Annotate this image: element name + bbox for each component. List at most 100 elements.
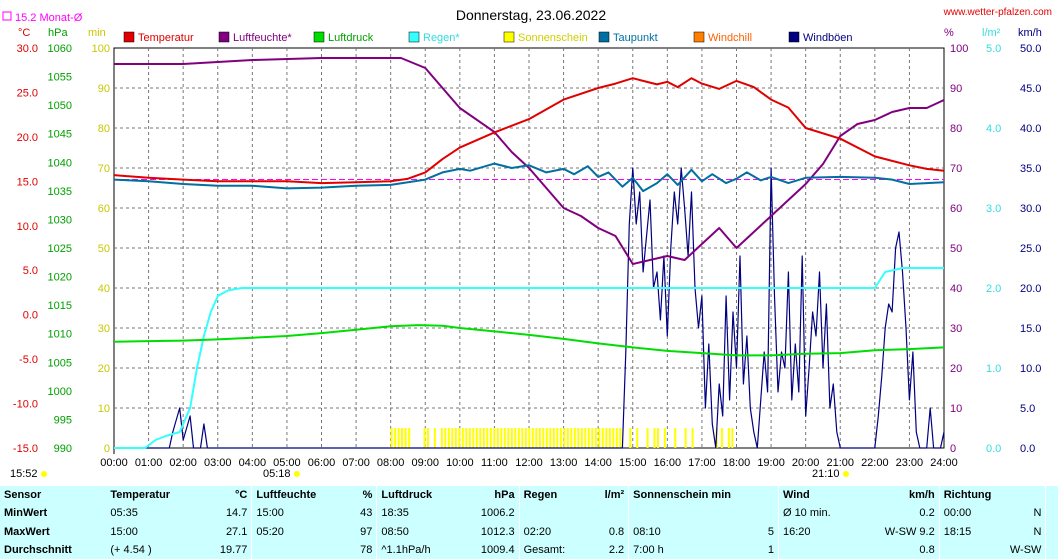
legend-label: Luftdruck xyxy=(328,32,374,44)
x-tick-label: 24:00 xyxy=(930,457,958,469)
pressure-tick-label: 1000 xyxy=(48,386,72,398)
month-avg-marker xyxy=(2,11,12,21)
sun-value: 5 xyxy=(737,522,779,541)
legend-label: Windchill xyxy=(708,32,752,44)
dir-time xyxy=(939,541,990,559)
sunshine-bar xyxy=(451,428,454,448)
wind-tick-label: 25.0 xyxy=(1020,243,1041,255)
wind-tick-label: 15.0 xyxy=(1020,323,1041,335)
sunshine-bar xyxy=(397,428,400,448)
hdr-temp-unit: °C xyxy=(201,486,253,505)
hum-time xyxy=(252,541,348,559)
hum-value: 43 xyxy=(347,504,378,523)
legend-swatch xyxy=(123,31,135,43)
hdr-sun: Sonnenschein min xyxy=(628,486,779,505)
temp-tick-label: 25.0 xyxy=(17,87,38,99)
hdr-temp: Temperatur xyxy=(110,489,171,502)
x-tick-label: 07:00 xyxy=(342,457,370,469)
rain-unit: l/m² xyxy=(982,27,1001,39)
minutes-tick-label: 10 xyxy=(98,403,110,415)
row-label: Durchschnitt xyxy=(4,543,72,556)
sunshine-bar xyxy=(510,428,513,448)
x-tick-label: 17:00 xyxy=(688,457,716,469)
pressure-line xyxy=(113,324,945,357)
minutes-tick-label: 70 xyxy=(98,163,110,175)
sunset-time: 21:10 xyxy=(812,468,840,480)
rain-line xyxy=(114,267,944,449)
wind-tick-label: 45.0 xyxy=(1020,83,1041,95)
temp-tick-label: -15.0 xyxy=(13,443,38,455)
pressure-tick-label: 1030 xyxy=(48,214,72,226)
rain-value xyxy=(589,504,630,523)
minutes-tick-label: 20 xyxy=(98,363,110,375)
x-tick-label: 18:00 xyxy=(723,457,751,469)
legend: Temperatur Luftfeuchte* Luftdruck Regen* Son… xyxy=(123,31,853,44)
sunshine-bar xyxy=(486,428,489,448)
hum-time: 05:20 xyxy=(256,525,284,538)
sun-time: 7:00 h xyxy=(633,543,664,556)
legend-label: Regen* xyxy=(423,32,460,44)
sunshine-bar xyxy=(566,428,569,448)
wind-time xyxy=(778,541,857,559)
x-tick-label: 03:00 xyxy=(204,457,232,469)
x-tick-label: 15:00 xyxy=(619,457,647,469)
wind-tick-label: 20.0 xyxy=(1020,283,1041,295)
sunshine-bar xyxy=(454,428,457,448)
legend-swatch xyxy=(693,31,705,43)
minutes-tick-label: 50 xyxy=(98,243,110,255)
hdr-hum-unit: % xyxy=(347,486,378,505)
x-tick-label: 19:00 xyxy=(757,457,785,469)
legend-swatch xyxy=(598,31,610,43)
wind-tick-label: 10.0 xyxy=(1020,363,1041,375)
x-tick-label: 00:00 xyxy=(100,457,128,469)
minutes-tick-label: 80 xyxy=(98,123,110,135)
sunshine-bar xyxy=(444,428,447,448)
site-link[interactable]: www.wetter-pfalzen.com xyxy=(943,7,1052,18)
temp-unit: °C xyxy=(18,27,30,39)
sunshine-bar xyxy=(580,428,583,448)
sunshine-bar xyxy=(517,428,520,448)
hdr-dir: Richtung xyxy=(939,486,1047,505)
legend-label: Windböen xyxy=(803,32,853,44)
sunshine-bar xyxy=(440,428,443,448)
minutes-unit: min xyxy=(88,27,106,39)
pressure-tick-label: 1045 xyxy=(48,129,72,141)
sun-value: 1 xyxy=(737,540,779,559)
rain-tick-label: 5.0 xyxy=(986,43,1001,55)
sun-value xyxy=(737,504,779,523)
dir-time: 18:15 xyxy=(943,525,972,538)
sunshine-bar xyxy=(573,428,576,448)
pressure-tick-label: 1055 xyxy=(48,72,72,84)
sunshine-bar xyxy=(458,428,461,448)
humidity-tick-label: 100 xyxy=(950,43,968,55)
wind-value: W-SW 9.2 xyxy=(857,522,940,541)
x-tick-label: 13:00 xyxy=(550,457,578,469)
wind-tick-label: 0.0 xyxy=(1020,443,1035,455)
plot-area xyxy=(113,57,945,449)
sunshine-bar xyxy=(657,428,659,448)
humidity-unit: % xyxy=(944,27,954,39)
sun-icon xyxy=(41,471,47,477)
temp-tick-label: 5.0 xyxy=(23,265,38,277)
pressure-tick-label: 1020 xyxy=(48,272,72,284)
sunshine-bar xyxy=(594,428,597,448)
press-time: ^1.1hPa/h xyxy=(381,543,431,556)
sunshine-bar xyxy=(552,428,555,448)
sunshine-bar xyxy=(461,428,464,448)
pressure-tick-label: 1010 xyxy=(48,329,72,341)
sun-time xyxy=(629,504,738,522)
sunshine-bar xyxy=(468,428,471,448)
hdr-hum: Luftfeuchte xyxy=(256,489,317,502)
wind-tick-label: 40.0 xyxy=(1020,123,1041,135)
sunshine-bar xyxy=(591,428,594,448)
legend-label: Sonnenschein xyxy=(518,32,588,44)
legend-swatch xyxy=(313,31,325,43)
rain-time xyxy=(519,504,589,522)
sunshine-bar xyxy=(653,428,656,448)
sunrise-time: 05:18 xyxy=(263,468,291,480)
x-tick-label: 09:00 xyxy=(411,457,439,469)
sunshine-bar xyxy=(577,428,580,448)
temp-tick-label: -10.0 xyxy=(13,399,38,411)
temp-tick-label: 20.0 xyxy=(17,132,38,144)
sunshine-bar xyxy=(691,428,694,448)
